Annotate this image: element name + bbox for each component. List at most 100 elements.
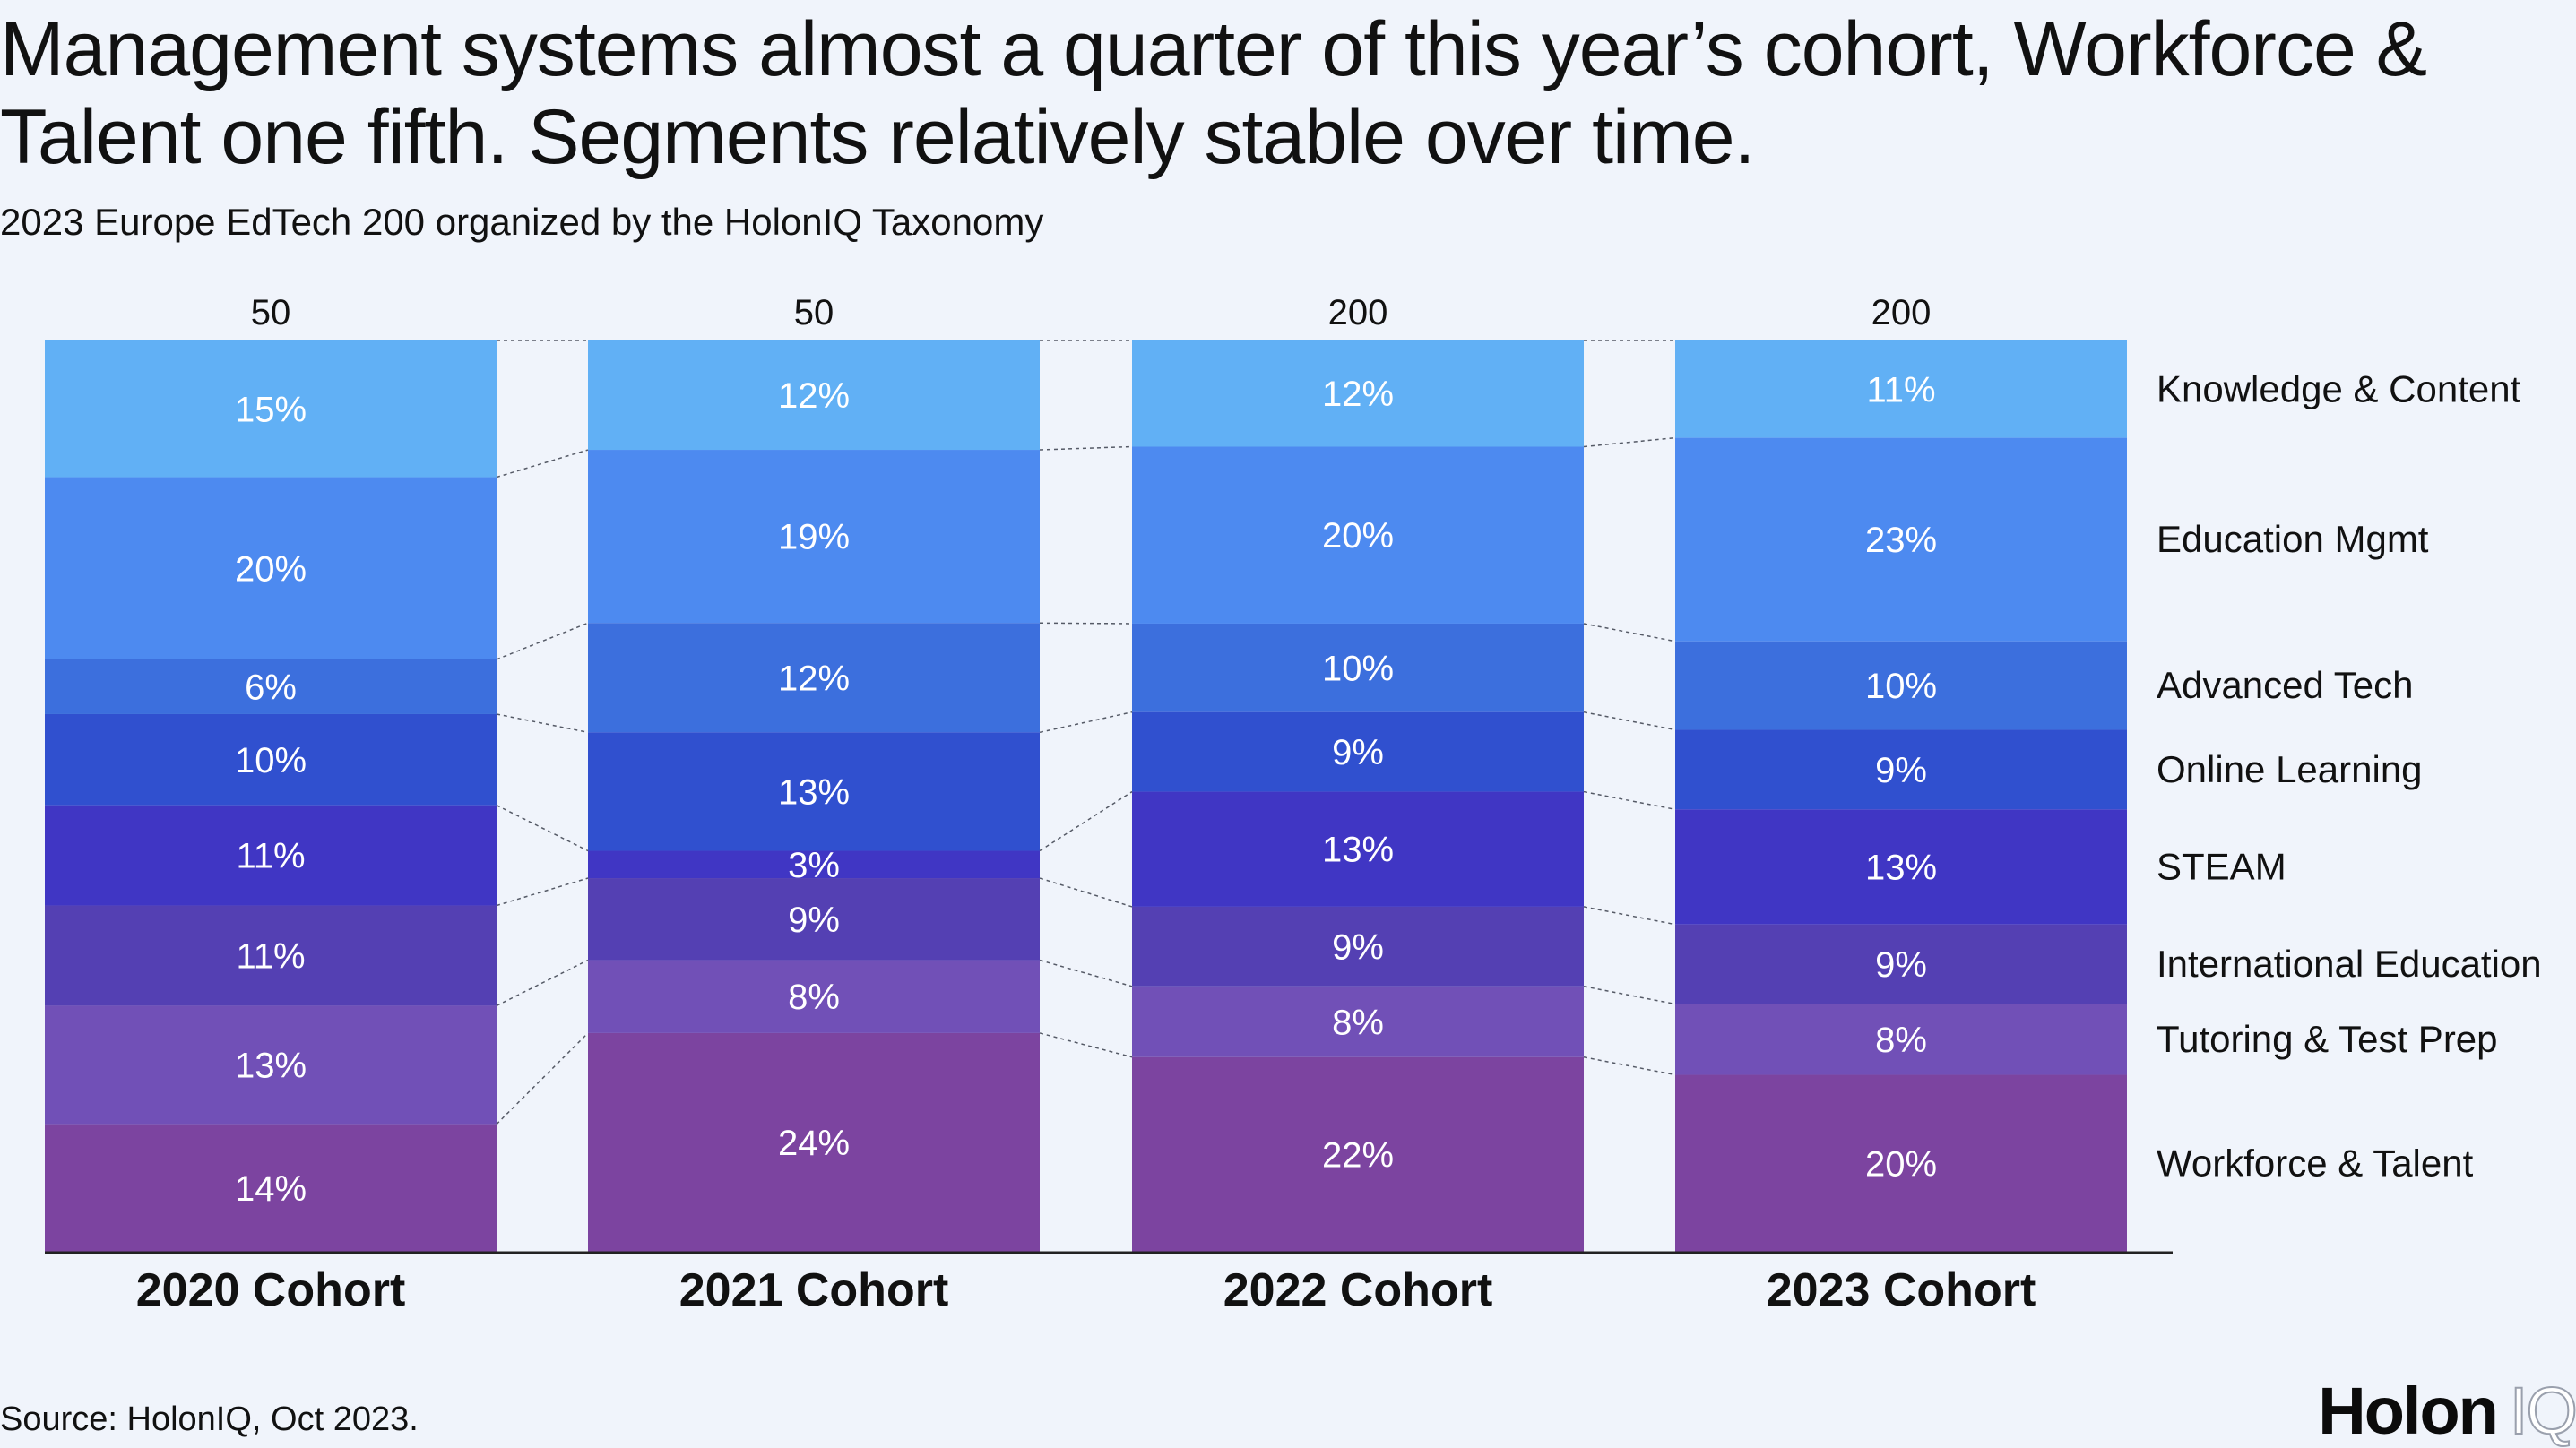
data-label: 10% xyxy=(235,741,307,780)
data-label: 11% xyxy=(236,936,305,976)
connector-line xyxy=(1039,790,1133,852)
bar-segment xyxy=(1132,1056,1584,1252)
data-label: 9% xyxy=(1875,751,1927,790)
bar-segment xyxy=(1132,340,1584,447)
connector-line xyxy=(496,959,589,1007)
bar-segment xyxy=(1132,791,1584,907)
bar-segment xyxy=(1132,906,1584,987)
cohort-total: 200 xyxy=(1871,293,1932,332)
x-tick-label: 2022 Cohort xyxy=(1223,1264,1493,1316)
connector-line xyxy=(1039,959,1133,987)
bar-segment xyxy=(1675,809,2127,925)
bar-segment xyxy=(588,1032,1040,1252)
bar-segment xyxy=(1132,711,1584,792)
connector-line xyxy=(1039,445,1133,451)
bar-segment xyxy=(45,477,497,659)
chart-title: Management systems almost a quarter of t… xyxy=(0,6,2427,180)
data-label: 11% xyxy=(1866,370,1935,409)
cohort-total: 50 xyxy=(794,293,834,332)
legend-label: International Education xyxy=(2157,943,2542,985)
legend-label: Advanced Tech xyxy=(2157,664,2413,706)
bar-segment xyxy=(588,450,1040,624)
connector-line xyxy=(496,1032,589,1125)
data-label: 19% xyxy=(778,518,850,557)
legend-label: Tutoring & Test Prep xyxy=(2157,1018,2498,1060)
data-label: 24% xyxy=(778,1124,850,1163)
data-label: 9% xyxy=(1332,927,1384,967)
data-label: 12% xyxy=(778,376,850,416)
bar-segment xyxy=(1132,446,1584,624)
legend-label: Workforce & Talent xyxy=(2157,1142,2474,1184)
bar-segment xyxy=(45,340,497,478)
data-label: 12% xyxy=(1322,375,1394,414)
source-note: Source: HolonIQ, Oct 2023. xyxy=(0,1401,419,1438)
holoniq-logo: Holon IQ xyxy=(2318,1374,2576,1448)
data-label: 20% xyxy=(235,549,307,589)
bar-segment xyxy=(45,1124,497,1252)
data-label: 13% xyxy=(1865,848,1937,887)
chart-subtitle: 2023 Europe EdTech 200 organized by the … xyxy=(0,201,1044,243)
bar-segment xyxy=(1675,924,2127,1004)
connector-line xyxy=(1583,711,1676,731)
bar-segment xyxy=(588,340,1040,451)
x-tick-label: 2021 Cohort xyxy=(679,1264,949,1316)
connector-line xyxy=(496,449,589,478)
logo-iq-text: IQ xyxy=(2509,1374,2576,1448)
data-label: 20% xyxy=(1865,1144,1937,1184)
connector-line xyxy=(496,877,589,907)
x-tick-label: 2023 Cohort xyxy=(1767,1264,2036,1316)
bar-segment xyxy=(588,878,1040,961)
bar-segment xyxy=(1132,986,1584,1057)
data-label: 12% xyxy=(778,659,850,698)
bar-segment xyxy=(45,805,497,906)
data-label: 13% xyxy=(235,1047,307,1086)
legend-label: Online Learning xyxy=(2157,748,2423,790)
bar-segment xyxy=(588,960,1040,1033)
legend-label: Education Mgmt xyxy=(2157,518,2429,560)
legend-label: STEAM xyxy=(2157,845,2286,887)
connector-line xyxy=(1583,790,1676,811)
bar-segment xyxy=(1675,340,2127,438)
data-label: 10% xyxy=(1322,649,1394,688)
bar-segment xyxy=(45,659,497,714)
data-label: 11% xyxy=(236,837,305,876)
connector-line xyxy=(496,713,589,734)
bar-segment xyxy=(1675,1004,2127,1075)
data-label: 23% xyxy=(1865,521,1937,560)
connector-line xyxy=(1583,986,1676,1005)
data-label: 10% xyxy=(1865,667,1937,706)
data-label: 9% xyxy=(1875,945,1927,985)
connector-line xyxy=(1039,1032,1133,1058)
bar-segment xyxy=(45,1005,497,1125)
x-tick-label: 2020 Cohort xyxy=(136,1264,406,1316)
data-label: 14% xyxy=(235,1169,307,1209)
connector-line xyxy=(1583,436,1676,448)
connector-line xyxy=(1583,623,1676,642)
bar-segment xyxy=(1675,437,2127,642)
data-label: 13% xyxy=(1322,831,1394,870)
data-label: 8% xyxy=(788,978,840,1017)
bar-segment xyxy=(1675,1074,2127,1252)
connector-line xyxy=(1039,877,1133,908)
bar-segment xyxy=(1675,729,2127,810)
connector-line xyxy=(496,622,589,660)
bar-segment xyxy=(1675,641,2127,730)
connector-line xyxy=(1039,711,1133,734)
data-label: 20% xyxy=(1322,516,1394,556)
data-label: 9% xyxy=(788,901,840,940)
connector-line xyxy=(1583,906,1676,926)
data-label: 13% xyxy=(778,772,850,812)
bar-segment xyxy=(45,905,497,1006)
data-label: 15% xyxy=(235,390,307,429)
data-label: 9% xyxy=(1332,733,1384,772)
cohort-total: 200 xyxy=(1328,293,1388,332)
bar-segment xyxy=(588,623,1040,733)
bar-segment xyxy=(588,850,1040,879)
bar-segment xyxy=(45,713,497,806)
bar-segment xyxy=(1132,623,1584,712)
data-label: 8% xyxy=(1875,1021,1927,1060)
legend-label: Knowledge & Content xyxy=(2157,367,2521,409)
cohort-total: 50 xyxy=(251,293,291,332)
data-label: 8% xyxy=(1332,1003,1384,1042)
